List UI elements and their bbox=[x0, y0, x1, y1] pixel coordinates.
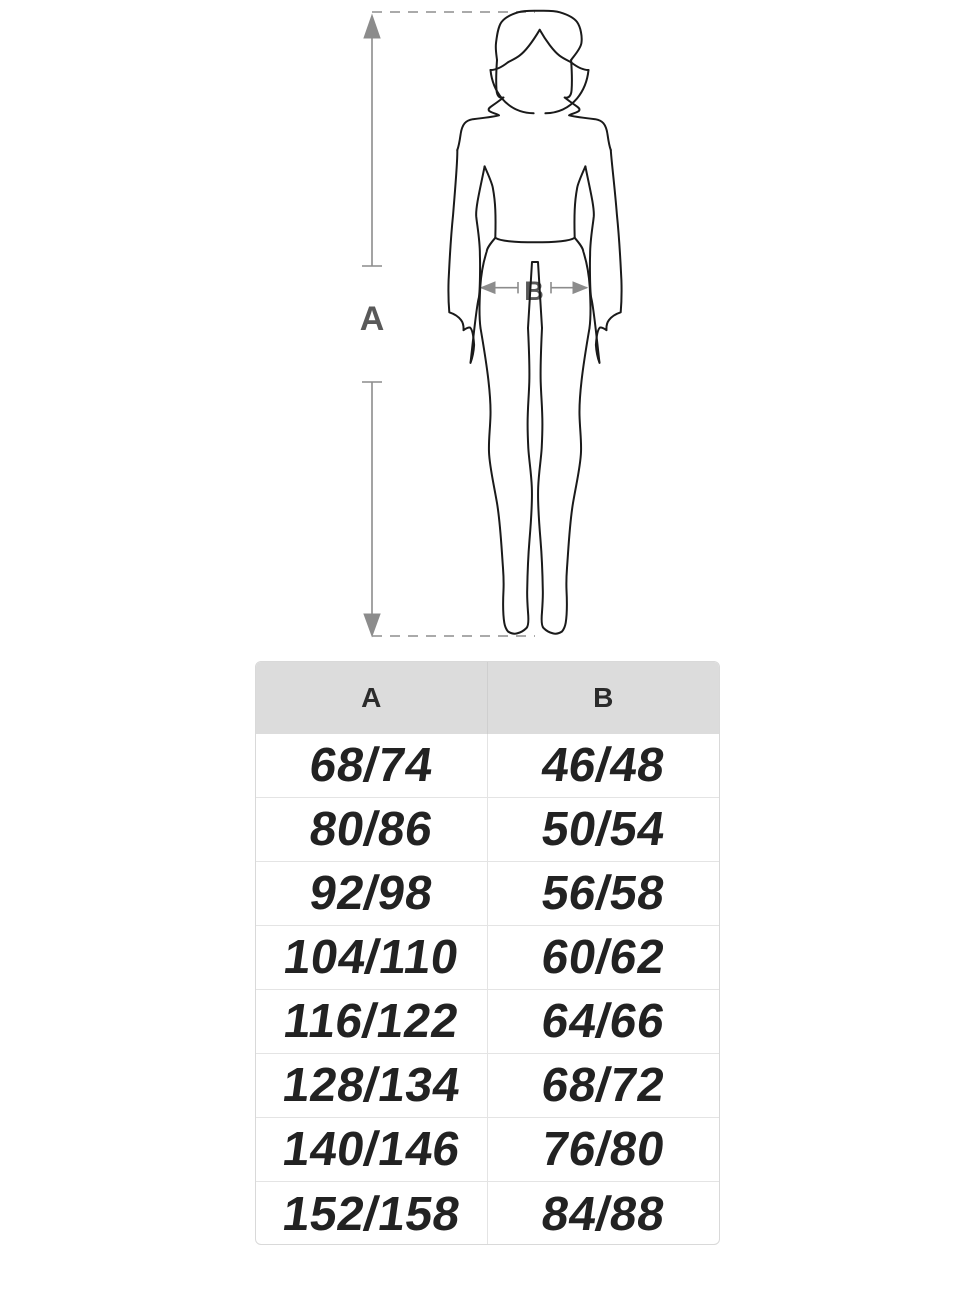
svg-text:A: A bbox=[360, 300, 385, 338]
